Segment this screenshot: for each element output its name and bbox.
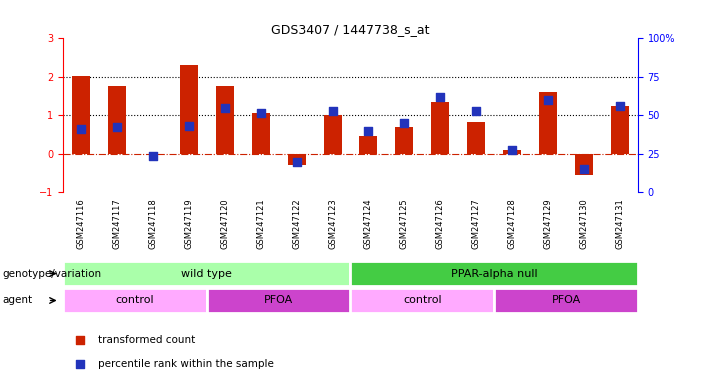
Point	[543, 97, 554, 103]
Text: PFOA: PFOA	[552, 295, 580, 306]
Point	[435, 94, 446, 100]
Bar	[431, 102, 449, 154]
Point	[507, 147, 518, 153]
Point	[219, 104, 231, 111]
Point	[291, 159, 302, 165]
Bar	[252, 113, 270, 154]
Bar	[575, 154, 593, 175]
Bar	[350, 288, 494, 313]
Bar	[360, 136, 377, 154]
Text: PPAR-alpha null: PPAR-alpha null	[451, 268, 538, 279]
Bar	[216, 86, 233, 154]
Bar	[207, 288, 350, 313]
Bar	[395, 127, 414, 154]
Point	[75, 361, 86, 367]
Point	[399, 120, 410, 126]
Text: transformed count: transformed count	[97, 335, 195, 345]
Bar	[539, 92, 557, 154]
Text: agent: agent	[2, 295, 32, 306]
Point	[147, 152, 158, 159]
Text: PFOA: PFOA	[264, 295, 293, 306]
Point	[76, 126, 87, 132]
Text: genotype/variation: genotype/variation	[2, 268, 101, 279]
Bar	[503, 150, 521, 154]
Text: wild type: wild type	[182, 268, 232, 279]
Bar	[350, 261, 638, 286]
Bar	[468, 122, 485, 154]
Point	[327, 108, 338, 114]
Bar	[72, 76, 90, 154]
Bar	[63, 261, 350, 286]
Bar	[180, 65, 198, 154]
Point	[578, 166, 590, 172]
Text: control: control	[403, 295, 442, 306]
Point	[363, 127, 374, 134]
Point	[470, 108, 482, 114]
Point	[75, 337, 86, 343]
Text: percentile rank within the sample: percentile rank within the sample	[97, 359, 273, 369]
Point	[183, 123, 194, 129]
Point	[255, 110, 266, 116]
Bar	[494, 288, 638, 313]
Bar	[108, 86, 126, 154]
Bar	[63, 288, 207, 313]
Bar	[324, 115, 341, 154]
Bar	[611, 106, 629, 154]
Text: control: control	[116, 295, 154, 306]
Point	[614, 103, 625, 109]
Point	[111, 124, 123, 131]
Title: GDS3407 / 1447738_s_at: GDS3407 / 1447738_s_at	[271, 23, 430, 36]
Bar	[287, 154, 306, 165]
